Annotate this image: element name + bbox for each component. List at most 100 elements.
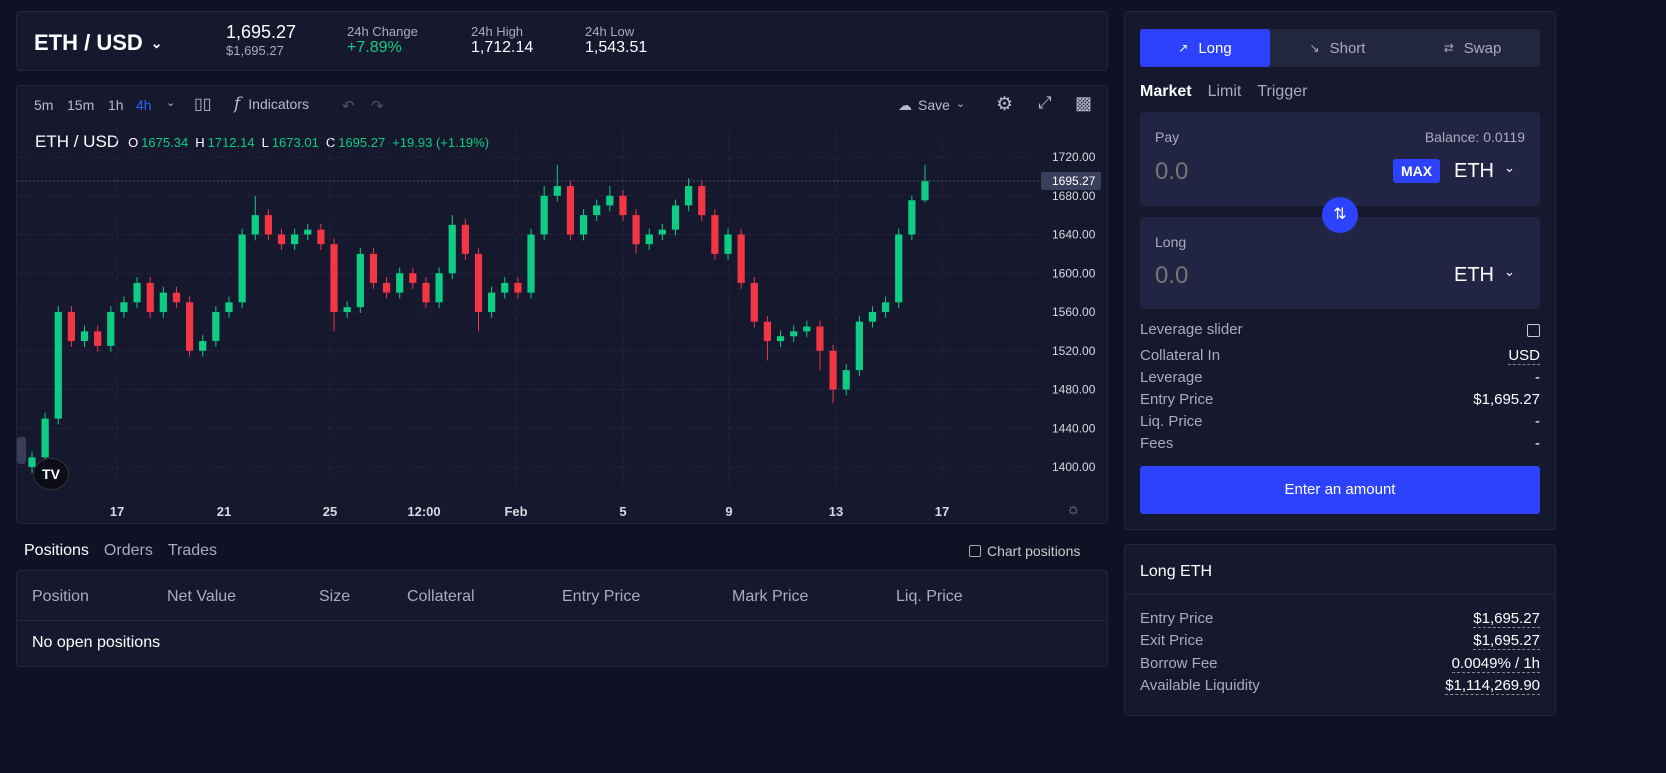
timeframe-5m[interactable]: 5m bbox=[34, 97, 54, 113]
chevron-down-icon: ⌄ bbox=[955, 98, 966, 110]
enter-amount-button[interactable]: Enter an amount bbox=[1140, 466, 1540, 514]
stat-low: 24h Low 1,543.51 bbox=[585, 24, 647, 57]
short-label: Short bbox=[1329, 39, 1366, 57]
token-label: ETH bbox=[1454, 264, 1494, 286]
tab-trigger[interactable]: Trigger bbox=[1257, 83, 1308, 100]
max-button[interactable]: MAX bbox=[1393, 159, 1441, 183]
candlestick-icon[interactable]: ▯▯ bbox=[194, 96, 212, 113]
tab-limit[interactable]: Limit bbox=[1207, 83, 1242, 100]
chevron-down-icon: ⌄ bbox=[1504, 264, 1515, 279]
candle-body bbox=[212, 312, 220, 342]
candle-body bbox=[685, 186, 693, 206]
candle-body bbox=[750, 282, 758, 322]
redo-icon[interactable]: ↷ bbox=[371, 98, 384, 115]
candle bbox=[133, 277, 141, 309]
undo-icon[interactable]: ↶ bbox=[342, 98, 355, 115]
candle-body bbox=[593, 205, 601, 216]
candle bbox=[94, 325, 102, 352]
balance: Balance: 0.0119 bbox=[1424, 129, 1525, 145]
col-mark-price: Mark Price bbox=[732, 588, 809, 605]
candlestick-chart[interactable]: 1720.00 1680.00 1640.00 1600.00 1560.00 1520.… bbox=[16, 85, 1108, 524]
row-label: Liq. Price bbox=[1140, 413, 1203, 430]
candle bbox=[540, 186, 548, 241]
candle-body bbox=[369, 253, 378, 283]
candle bbox=[921, 164, 929, 203]
candle bbox=[658, 223, 666, 241]
tab-orders[interactable]: Orders bbox=[103, 542, 153, 559]
candle bbox=[829, 344, 837, 404]
row-value[interactable]: $1,695.27 bbox=[1473, 632, 1540, 650]
chevron-down-icon: ⌄ bbox=[1504, 160, 1515, 175]
timeframe-1h[interactable]: 1h bbox=[108, 97, 124, 113]
tab-long[interactable]: ↗ Long bbox=[1140, 29, 1270, 67]
trend-up-icon: ↗ bbox=[1178, 41, 1189, 55]
pay-token-selector[interactable]: ETH ⌄ bbox=[1454, 160, 1515, 183]
leverage-slider-label: Leverage slider bbox=[1140, 321, 1243, 338]
candle bbox=[566, 180, 575, 241]
candle bbox=[461, 219, 469, 260]
positions-tabs: Positions Orders Trades bbox=[24, 542, 217, 560]
divider bbox=[1125, 594, 1555, 595]
switch-button[interactable]: ⇅ bbox=[1322, 197, 1358, 233]
row-value[interactable]: $1,695.27 bbox=[1473, 610, 1540, 628]
candle bbox=[593, 199, 601, 221]
camera-icon[interactable]: ▩ bbox=[1075, 93, 1093, 113]
save-button[interactable]: ☁ Save ⌄ bbox=[898, 97, 965, 114]
candle bbox=[225, 296, 233, 318]
candle bbox=[317, 223, 325, 250]
indicators-button[interactable]: f Indicators bbox=[234, 94, 309, 114]
chart-panel bbox=[16, 85, 1108, 524]
tab-market[interactable]: Market bbox=[1140, 83, 1192, 100]
candle bbox=[645, 228, 653, 250]
candle-body bbox=[67, 312, 76, 342]
candle-body bbox=[632, 215, 640, 245]
candle-body bbox=[763, 321, 772, 342]
timeframe-15m[interactable]: 15m bbox=[67, 97, 95, 113]
open-value: 1675.34 bbox=[141, 135, 189, 150]
pair-selector[interactable]: ETH / USD ⌄ bbox=[34, 30, 163, 56]
row-value[interactable]: 0.0049% / 1h bbox=[1451, 655, 1540, 673]
timeframe-4h[interactable]: 4h bbox=[136, 97, 152, 113]
row-value[interactable]: $1,114,269.90 bbox=[1445, 677, 1540, 695]
close-value: 1695.27 bbox=[338, 135, 386, 150]
leverage-slider-checkbox[interactable] bbox=[1527, 324, 1540, 337]
candle bbox=[304, 223, 312, 241]
candle-body bbox=[317, 229, 325, 245]
tab-positions[interactable]: Positions bbox=[24, 542, 89, 559]
scroll-handle[interactable] bbox=[17, 437, 26, 464]
candle-body bbox=[80, 331, 89, 342]
theme-icon[interactable]: ☼ bbox=[1066, 501, 1081, 518]
tab-short[interactable]: ↘ Short bbox=[1270, 29, 1405, 67]
tab-trades[interactable]: Trades bbox=[167, 542, 218, 559]
col-position: Position bbox=[32, 588, 89, 605]
long-amount-input[interactable] bbox=[1155, 262, 1355, 290]
x-tick-label: 17 bbox=[110, 504, 124, 519]
candle-body bbox=[120, 302, 128, 312]
candle bbox=[855, 315, 863, 376]
col-collateral: Collateral bbox=[407, 588, 475, 605]
collateral-selector[interactable]: USD bbox=[1508, 347, 1540, 365]
fullscreen-icon[interactable]: ⤢ bbox=[1038, 93, 1052, 112]
checkbox[interactable] bbox=[969, 545, 981, 557]
long-token-selector[interactable]: ETH ⌄ bbox=[1454, 264, 1515, 287]
settings-icon[interactable]: ⚙ bbox=[996, 94, 1014, 115]
chart-positions-toggle[interactable]: Chart positions bbox=[969, 543, 1080, 559]
swap-vertical-icon: ⇅ bbox=[1333, 206, 1347, 223]
change-value: +19.93 (+1.19%) bbox=[392, 135, 490, 150]
y-tick-label: 1640.00 bbox=[1052, 228, 1096, 242]
candle bbox=[409, 267, 417, 289]
candle bbox=[579, 209, 588, 241]
c-label: C bbox=[325, 135, 336, 150]
tab-swap[interactable]: ⇄ Swap bbox=[1405, 29, 1540, 67]
candle bbox=[291, 228, 299, 250]
candle bbox=[763, 315, 772, 361]
pay-amount-input[interactable] bbox=[1155, 158, 1355, 186]
y-tick-label: 1720.00 bbox=[1052, 150, 1096, 164]
candle-body bbox=[146, 282, 154, 312]
candle bbox=[868, 306, 877, 328]
candle bbox=[80, 325, 89, 347]
candle bbox=[711, 209, 719, 260]
order-type-tabs: Market Limit Trigger bbox=[1140, 83, 1307, 101]
chevron-down-icon[interactable]: ⌄ bbox=[166, 97, 176, 109]
candle-body bbox=[461, 224, 469, 254]
